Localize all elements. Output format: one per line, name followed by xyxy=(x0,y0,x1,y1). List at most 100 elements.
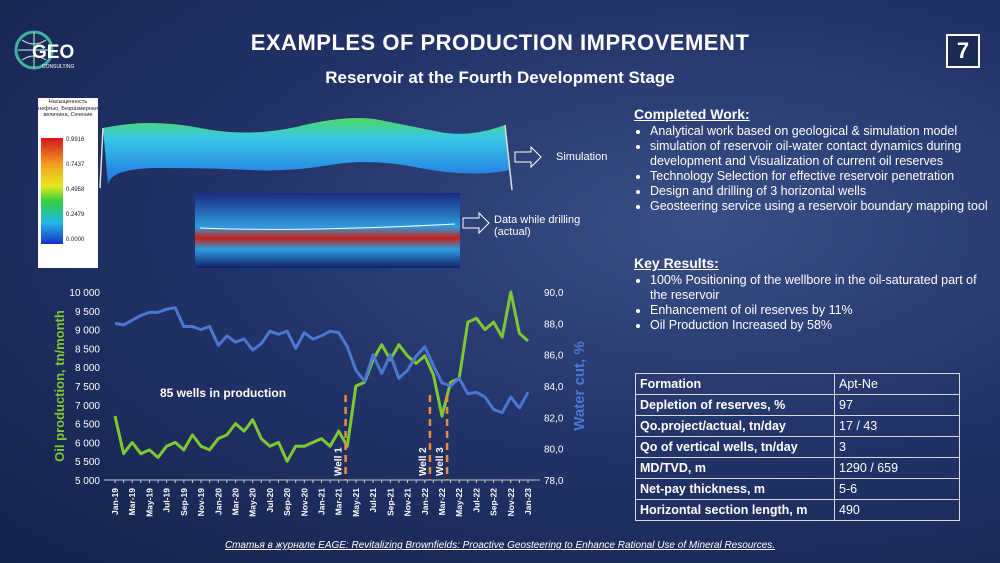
logo-text: GEO xyxy=(32,42,74,63)
drilling-label-box: Data while drilling (actual) xyxy=(494,214,581,238)
x-tick-label: Sep-22 xyxy=(489,488,499,516)
arrow xyxy=(462,211,490,235)
drilling-label: Data while drilling (actual) xyxy=(494,214,581,238)
x-tick-label: Sep-19 xyxy=(179,488,189,516)
well-label: Well 2 xyxy=(418,447,429,476)
table-key: Formation xyxy=(635,373,835,395)
bullet: Design and drilling of 3 horizontal well… xyxy=(650,184,996,199)
well-label: Well 1 xyxy=(334,447,345,476)
x-tick-label: Jul-20 xyxy=(265,488,275,513)
bullet: Technology Selection for effective reser… xyxy=(650,169,996,184)
y2-axis-title: Water cut, % xyxy=(571,341,588,430)
y-tick-label: 5 000 xyxy=(75,476,100,487)
simulation-label: Simulation xyxy=(556,151,607,163)
x-tick-label: Jul-22 xyxy=(471,488,481,513)
colorbar-tick-label: 0.9916 xyxy=(66,137,85,143)
table-row: Net-pay thickness, m 5-6 xyxy=(635,478,960,500)
logo-grid xyxy=(18,32,50,68)
x-tick-label: May-20 xyxy=(248,488,258,517)
x-tick-label: May-21 xyxy=(351,488,361,517)
logo-subtext: CONSULTING xyxy=(42,64,75,70)
series-line xyxy=(113,290,529,463)
x-tick-label: Jan-19 xyxy=(110,488,120,515)
wellbore xyxy=(199,223,456,230)
y-tick-label: 7 000 xyxy=(75,401,100,412)
colorbar-title-box: Насыщенность нефтью, Безразмерная величи… xyxy=(38,99,98,118)
table-key: Net-pay thickness, m xyxy=(635,478,835,500)
x-tick-label: Mar-22 xyxy=(437,488,447,516)
reservoir-section xyxy=(103,118,510,185)
y-tick-label: 8 000 xyxy=(75,363,100,374)
section-heading: Key Results: xyxy=(634,255,719,271)
completed-work: Completed Work: Analytical work based on… xyxy=(634,106,996,214)
spec-table: Formation Apt-Ne Depletion of reserves, % 9… xyxy=(635,373,960,521)
y-tick-label: 6 000 xyxy=(75,438,100,449)
y-tick-label: 8 500 xyxy=(75,344,100,355)
x-tick-label: May-22 xyxy=(454,488,464,517)
bullet: 100% Positioning of the wellbore in the … xyxy=(650,273,984,303)
x-tick-label: Mar-21 xyxy=(334,488,344,516)
table-key: Horizontal section length, m xyxy=(635,499,835,521)
table-row: Horizontal section length, m 490 xyxy=(635,499,960,521)
x-tick-label: May-19 xyxy=(144,488,154,517)
x-tick-label: Jan-23 xyxy=(523,488,533,515)
y-tick-label: 6 500 xyxy=(75,420,100,431)
colorbar-tick-label: 0.4958 xyxy=(66,187,85,193)
arrow xyxy=(514,145,542,169)
colorbar xyxy=(41,138,63,244)
y-axis-title: Oil production, tn/month xyxy=(52,310,67,462)
table-row: Qo.project/actual, tn/day 17 / 43 xyxy=(635,415,960,437)
x-tick-label: Nov-20 xyxy=(299,488,309,517)
key-results: Key Results: 100% Positioning of the wel… xyxy=(634,255,984,333)
drilling-panel xyxy=(195,193,460,268)
table-value: 97 xyxy=(834,394,960,416)
x-tick-label: Jan-20 xyxy=(213,488,223,515)
page-number: 7 xyxy=(946,34,980,68)
colorbar-tick-label: 0.0000 xyxy=(66,237,85,243)
x-tick-label: Sep-21 xyxy=(385,488,395,516)
bullet-list: 100% Positioning of the wellbore in the … xyxy=(634,273,984,333)
colorbar-tick-label: 0.7437 xyxy=(66,162,85,168)
colorbar-ticks: 0.9916 0.7437 0.4958 0.2479 0.0000 xyxy=(66,137,85,243)
x-tick-label: Mar-19 xyxy=(127,488,137,516)
table-key: Qo.project/actual, tn/day xyxy=(635,415,835,437)
y2-tick-label: 78,0 xyxy=(544,476,564,487)
x-tick-label: Jul-21 xyxy=(368,488,378,513)
footnote: Статья в журнале EAGE: Revitalizing Brow… xyxy=(224,540,776,551)
bullet: Geosteering service using a reservoir bo… xyxy=(650,199,996,214)
x-tick-label: Sep-20 xyxy=(282,488,292,516)
x-tick-label: Mar-20 xyxy=(230,488,240,516)
logo: GEO CONSULTING xyxy=(14,30,75,70)
x-tick-label: Nov-21 xyxy=(403,488,413,517)
bullet-list: Analytical work based on geological & si… xyxy=(634,124,996,214)
table-value: 490 xyxy=(834,499,960,521)
y2-tick-label: 82,0 xyxy=(544,413,564,424)
bullet: Enhancement of oil reserves by 11% xyxy=(650,303,984,318)
y2-tick-label: 80,0 xyxy=(544,445,564,456)
annotation: 85 wells in production xyxy=(160,386,286,400)
section-edges xyxy=(99,124,513,191)
x-tick-label: Jan-22 xyxy=(420,488,430,515)
y2-tick-label: 86,0 xyxy=(544,351,564,362)
subtitle: Reservoir at the Fourth Development Stag… xyxy=(325,68,675,87)
table-row: Depletion of reserves, % 97 xyxy=(635,394,960,416)
colorbar-tick-label: 0.2479 xyxy=(66,212,85,218)
y-tick-label: 7 500 xyxy=(75,382,100,393)
x-tick-label: Nov-22 xyxy=(506,488,516,517)
x-tick-label: Jan-21 xyxy=(317,488,327,515)
table-key: Depletion of reserves, % xyxy=(635,394,835,416)
x-tick-label: Jul-19 xyxy=(162,488,172,513)
y-tick-label: 9 500 xyxy=(75,307,100,318)
x-tick-label: Nov-19 xyxy=(196,488,206,517)
bullet: Analytical work based on geological & si… xyxy=(650,124,996,139)
section-heading: Completed Work: xyxy=(634,106,750,122)
y2-tick-label: 90,0 xyxy=(544,288,564,299)
title: EXAMPLES OF PRODUCTION IMPROVEMENT xyxy=(250,30,750,55)
y-tick-label: 10 000 xyxy=(69,288,100,299)
bullet: Oil Production Increased by 58% xyxy=(650,318,984,333)
chart: 5 000 5 500 6 000 6 500 7 000 7 500 8 000 8 500… xyxy=(52,288,588,517)
y-tick-label: 5 500 xyxy=(75,457,100,468)
colorbar-title: Насыщенность нефтью, Безразмерная величи… xyxy=(38,99,98,118)
